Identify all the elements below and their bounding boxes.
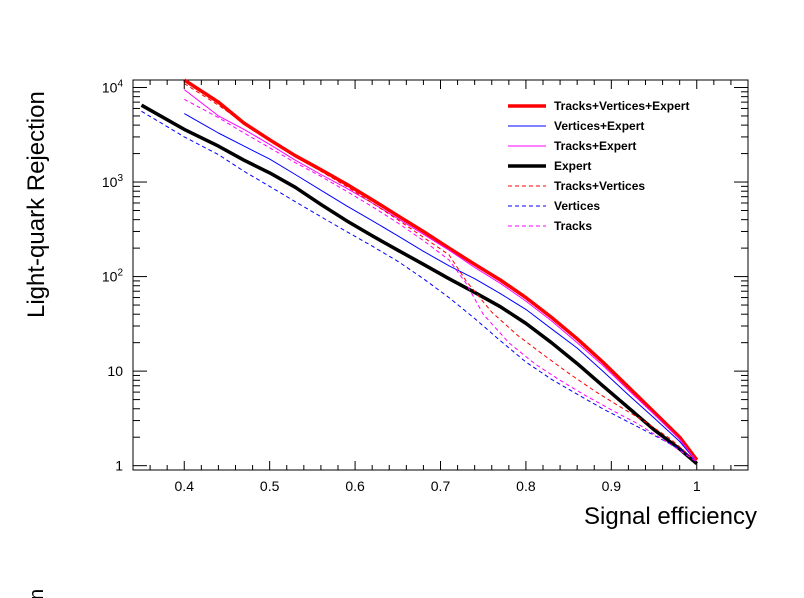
x-tick-label: 0.4: [175, 478, 195, 494]
x-tick-label: 0.7: [431, 478, 451, 494]
x-tick-label: 0.9: [602, 478, 622, 494]
y-tick-label: 10: [107, 363, 123, 379]
x-tick-label: 1: [693, 478, 701, 494]
series-line-vertices: [141, 110, 698, 463]
y-tick-label: 102: [102, 268, 124, 285]
x-tick-label: 0.5: [260, 478, 280, 494]
legend-label: Tracks+Vertices: [554, 179, 645, 193]
legend-label: Tracks+Vertices+Expert: [554, 99, 689, 113]
x-tick-label: 0.8: [516, 478, 536, 494]
legend-label: Tracks: [554, 219, 592, 233]
legend-label: Vertices+Expert: [554, 119, 644, 133]
legend-label: Vertices: [554, 199, 600, 213]
series-line-expert: [140, 103, 698, 466]
stray-glyph: n: [26, 589, 48, 598]
y-tick-label: 103: [102, 173, 124, 190]
x-tick-label: 0.6: [345, 478, 365, 494]
y-axis-title: Light-quark Rejection: [23, 91, 50, 318]
series-line-tracks-vertices-expert: [183, 78, 699, 461]
x-axis-title: Signal efficiency: [584, 503, 757, 530]
y-tick-label: 104: [102, 78, 124, 95]
legend-label: Tracks+Expert: [554, 139, 636, 153]
y-tick-label: 1: [115, 458, 123, 474]
axis-group: 0.4 0.5 0.6 0.7 0.8 0.9 1 1 10 102 103 104: [102, 78, 749, 494]
series-group: [140, 78, 699, 466]
series-line-tracks-vertices: [184, 83, 698, 463]
series-line-vertices-expert: [184, 113, 698, 463]
legend: Tracks+Vertices+Expert Vertices+Expert Tra…: [508, 99, 689, 233]
series-line-tracks: [184, 98, 698, 463]
series-line-tracks-expert: [183, 89, 698, 463]
legend-label: Expert: [554, 159, 591, 173]
